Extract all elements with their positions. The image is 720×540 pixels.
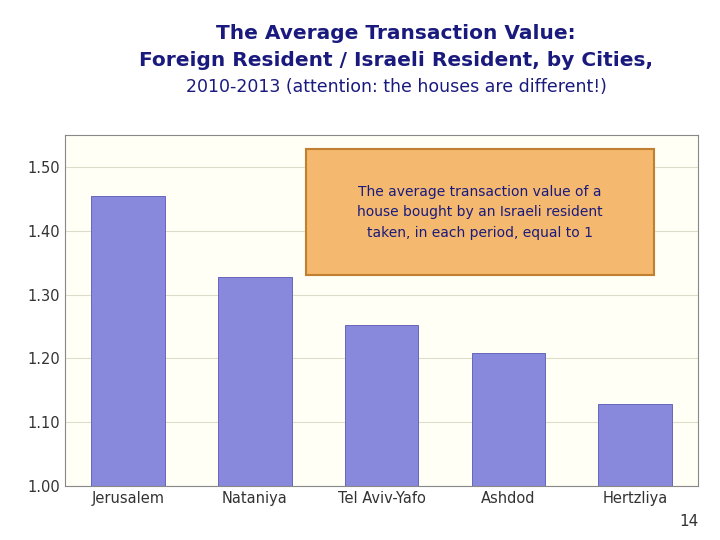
Bar <box>472 353 545 486</box>
Text: 14: 14 <box>679 514 698 529</box>
FancyBboxPatch shape <box>305 149 654 275</box>
Text: Foreign Resident / Israeli Resident, by Cities,: Foreign Resident / Israeli Resident, by … <box>139 51 653 70</box>
Bar <box>218 276 292 486</box>
Text: The Average Transaction Value:: The Average Transaction Value: <box>216 24 576 43</box>
Bar <box>345 325 418 486</box>
Text: 2010-2013 (attention: the houses are different!): 2010-2013 (attention: the houses are dif… <box>186 78 606 96</box>
Bar <box>598 404 672 486</box>
Text: The average transaction value of a
house bought by an Israeli resident
taken, in: The average transaction value of a house… <box>357 185 603 240</box>
Bar <box>91 195 165 486</box>
